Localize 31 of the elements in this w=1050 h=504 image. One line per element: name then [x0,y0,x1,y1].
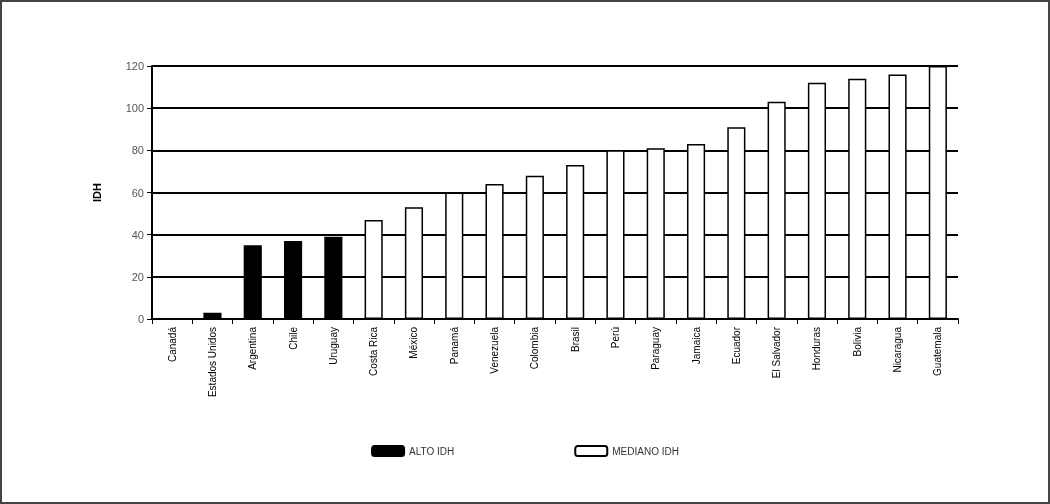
y-axis-title: IDH [90,182,103,202]
legend-label: ALTO IDH [409,445,455,457]
x-tick-label: Argentina [247,326,259,370]
x-tick-label: Venezuela [489,326,501,374]
x-tick-label: Canadá [166,326,178,363]
x-tick-label: Costa Rica [368,326,380,376]
x-tick-label: Bolivia [851,326,863,357]
bar [203,312,222,319]
x-tick-label: Honduras [811,327,823,371]
x-tick-label: Chile [287,326,299,350]
y-tick-label: 100 [125,102,144,115]
x-tick-label: Panamá [448,326,460,365]
y-tick-label: 80 [131,144,144,157]
x-tick-label: Jamaica [690,326,702,365]
y-tick-label: 120 [125,60,144,72]
x-tick-label: El Salvador [771,326,783,379]
x-tick-label: Estados Unidos [206,327,218,398]
x-tick-label: Paraguay [650,327,662,370]
x-tick-label: México [408,326,420,359]
x-tick-label: Ecuador [730,326,742,365]
x-tick-label: Brasil [569,327,581,353]
legend-label: MEDIANO IDH [612,445,679,457]
y-tick-label: 40 [131,228,144,241]
x-tick-label: Guatemala [932,326,944,376]
y-tick-label: 0 [137,313,144,325]
x-tick-label: Colombia [529,326,541,370]
x-tick-label: Perú [609,327,621,349]
x-tick-label: Nicaragua [892,326,904,373]
x-tick-label: Uruguay [327,327,339,365]
y-tick-label: 60 [131,186,144,199]
y-tick-label: 20 [131,270,144,283]
